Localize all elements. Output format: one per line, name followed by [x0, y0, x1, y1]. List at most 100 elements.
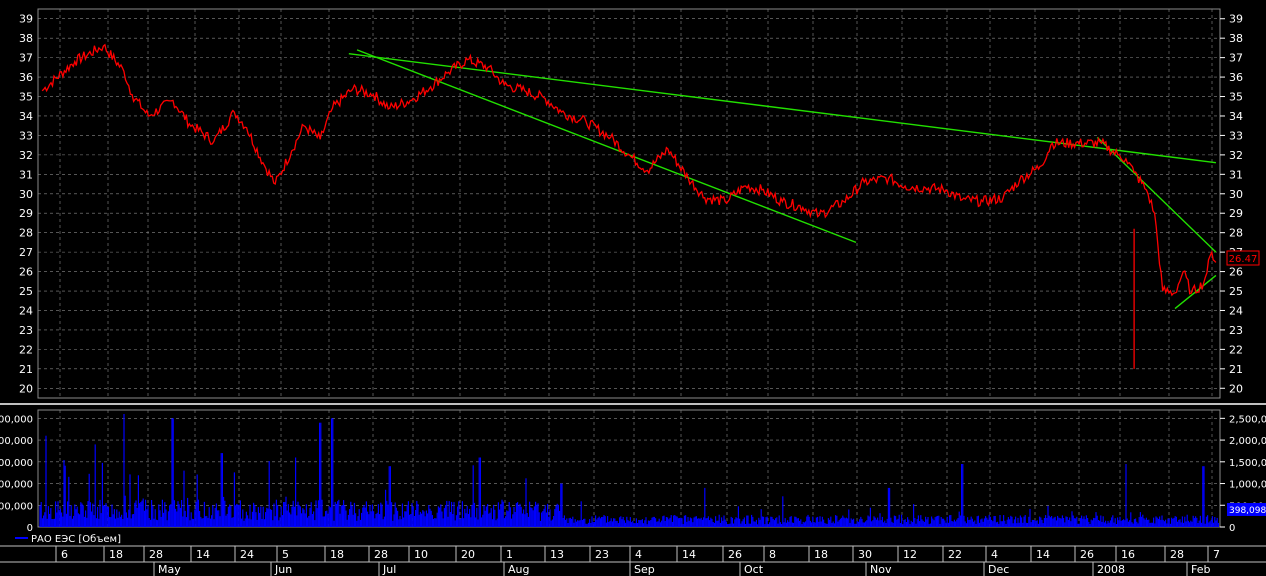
month-label: Nov	[870, 563, 892, 576]
volume-tick-label-left: 1,000,000	[0, 480, 33, 491]
day-tick-label: 14	[682, 548, 696, 561]
price-tick-label-right: 23	[1229, 324, 1243, 337]
volume-tick-label-left: 2,000,000	[0, 436, 33, 447]
volume-tick-label-right: 2,000,000	[1229, 436, 1266, 447]
price-tick-label-left: 39	[19, 13, 33, 26]
day-tick-label: 18	[814, 548, 828, 561]
month-label: Sep	[634, 563, 655, 576]
day-tick-label: 4	[991, 548, 998, 561]
day-tick-label: 5	[282, 548, 289, 561]
day-tick-label: 28	[374, 548, 388, 561]
price-tick-label-right: 20	[1229, 382, 1243, 395]
price-tick-label-left: 30	[19, 188, 33, 201]
price-tick-label-right: 29	[1229, 207, 1243, 220]
day-tick-label: 4	[635, 548, 642, 561]
last-volume-label: 398,098	[1229, 506, 1266, 516]
price-tick-label-left: 20	[19, 382, 33, 395]
price-tick-label-left: 22	[19, 343, 33, 356]
month-label: Aug	[508, 563, 529, 576]
month-label: Dec	[988, 563, 1009, 576]
legend: РАО ЕЭС [Объем]	[15, 534, 121, 545]
price-tick-label-right: 35	[1229, 91, 1243, 104]
price-tick-label-right: 24	[1229, 304, 1243, 317]
volume-tick-label-right: 0	[1229, 523, 1235, 534]
volume-y-axis-right: 0500,0001,000,0001,500,0002,000,0002,500…	[1220, 414, 1266, 534]
last-volume-box	[1227, 503, 1266, 516]
month-label: Jun	[274, 563, 292, 576]
price-tick-label-left: 38	[19, 32, 33, 45]
price-tick-label-left: 25	[19, 285, 33, 298]
price-tick-label-left: 32	[19, 149, 33, 162]
day-tick-label: 18	[109, 548, 123, 561]
month-label: Feb	[1191, 563, 1210, 576]
day-tick-label: 10	[414, 548, 428, 561]
price-tick-label-right: 26	[1229, 266, 1243, 279]
price-tick-label-left: 24	[19, 304, 33, 317]
day-tick-label: 26	[1080, 548, 1094, 561]
last-price-label: 26.47	[1229, 254, 1258, 265]
price-tick-label-right: 25	[1229, 285, 1243, 298]
trendline	[1096, 136, 1217, 253]
price-tick-label-right: 21	[1229, 363, 1243, 376]
price-tick-label-left: 28	[19, 227, 33, 240]
day-tick-label: 14	[1036, 548, 1050, 561]
price-tick-label-right: 30	[1229, 188, 1243, 201]
price-tick-label-left: 23	[19, 324, 33, 337]
price-tick-label-left: 29	[19, 207, 33, 220]
month-label: Oct	[744, 563, 764, 576]
price-tick-label-right: 34	[1229, 110, 1243, 123]
price-tick-label-left: 34	[19, 110, 33, 123]
day-tick-label: 20	[461, 548, 475, 561]
price-tick-label-left: 35	[19, 91, 33, 104]
legend-label: РАО ЕЭС [Объем]	[31, 534, 121, 545]
price-y-axis-left: 20 21 22 23 24 25 26 27 28 29 30 31 32 33 34 35 36 37 38 39	[19, 13, 33, 396]
volume-tick-label-right: 1,500,000	[1229, 458, 1266, 469]
volume-tick-label-left: 500,000	[0, 501, 33, 512]
day-tick-label: 8	[769, 548, 776, 561]
volume-tick-label-left: 1,500,000	[0, 458, 33, 469]
price-panel	[37, 8, 1221, 399]
day-tick-label: 13	[550, 548, 564, 561]
volume-tick-label-left: 2,500,000	[0, 414, 33, 425]
month-label: Jul	[382, 563, 396, 576]
price-tick-label-right: 36	[1229, 71, 1243, 84]
day-tick-label: 28	[1170, 548, 1184, 561]
volume-tick-label-right: 1,000,000	[1229, 480, 1266, 491]
month-label: May	[158, 563, 181, 576]
price-tick-label-right: 32	[1229, 149, 1243, 162]
day-tick-label: 28	[149, 548, 163, 561]
day-tick-label: 23	[595, 548, 609, 561]
volume-tick-label-left: 0	[27, 523, 33, 534]
day-tick-label: 26	[728, 548, 742, 561]
price-tick-label-right: 28	[1229, 227, 1243, 240]
price-tick-label-left: 21	[19, 363, 33, 376]
price-tick-label-right: 31	[1229, 168, 1243, 181]
volume-tick-label-right: 2,500,000	[1229, 414, 1266, 425]
volume-bars	[39, 414, 1220, 527]
last-price-marker: 26.47	[1226, 250, 1260, 266]
price-tick-label-left: 26	[19, 266, 33, 279]
price-grid	[38, 9, 1220, 398]
last-volume-marker: 398,098	[1227, 503, 1266, 516]
price-line	[41, 43, 1217, 297]
volume-grid	[38, 410, 1220, 528]
day-tick-label: 24	[240, 548, 254, 561]
day-tick-label: 18	[330, 548, 344, 561]
day-tick-label: 1	[506, 548, 513, 561]
day-tick-label: 30	[858, 548, 872, 561]
day-tick-label: 12	[903, 548, 917, 561]
price-tick-label-left: 33	[19, 129, 33, 142]
day-tick-label: 14	[196, 548, 210, 561]
day-tick-label: 7	[1213, 548, 1220, 561]
day-tick-label: 6	[61, 548, 68, 561]
price-tick-label-left: 37	[19, 52, 33, 65]
price-tick-label-right: 38	[1229, 32, 1243, 45]
time-axis-months: May Jun Jul Aug Sep Oct Nov Dec 2008 Feb	[153, 562, 1210, 576]
month-label: 2008	[1097, 563, 1125, 576]
price-tick-label-left: 27	[19, 246, 33, 259]
time-axis-days: 6 18 28 14 24 5 18 28 10 20 1 13 23 4 14 26 8 18 30 12 22 4 14…	[55, 546, 1220, 562]
price-tick-label-right: 37	[1229, 52, 1243, 65]
